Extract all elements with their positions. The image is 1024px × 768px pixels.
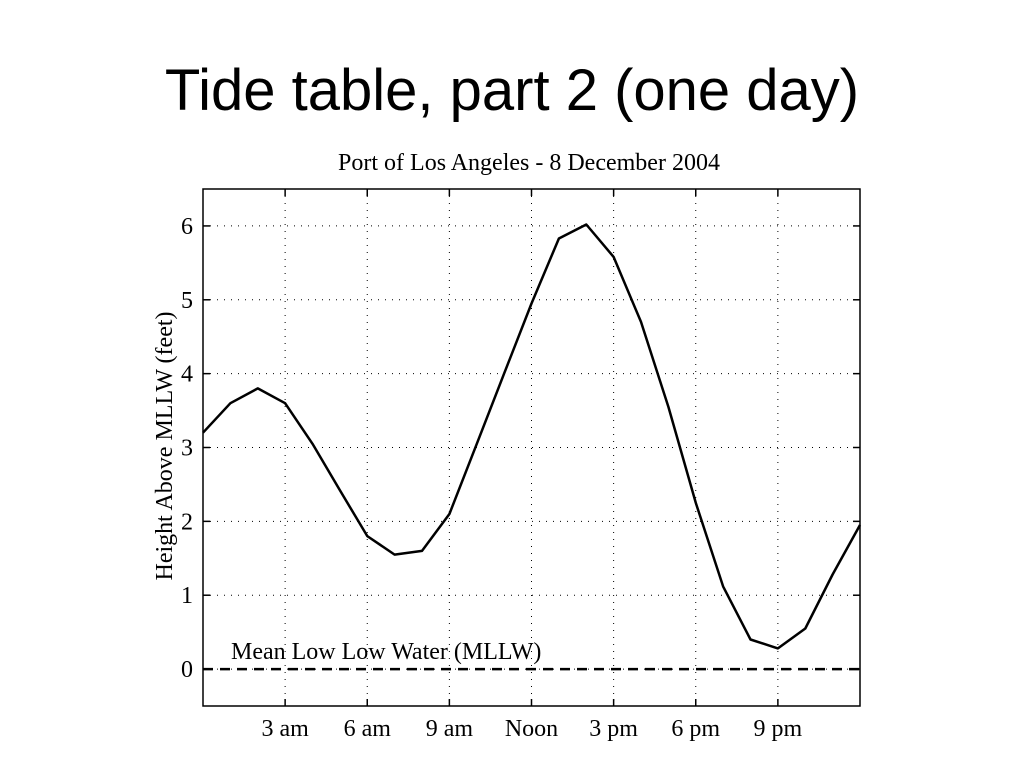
x-tick-labels: 3 am 6 am 9 am Noon 3 pm 6 pm 9 pm (261, 716, 802, 742)
y-tick-label: 5 (181, 288, 193, 314)
tide-height-line (202, 223, 862, 650)
axis-ticks (203, 189, 860, 706)
y-tick-label: 3 (181, 436, 193, 462)
mllw-reference-label: Mean Low Low Water (MLLW) (231, 639, 541, 665)
x-tick-label: 9 am (426, 716, 474, 742)
x-tick-label: 3 am (261, 716, 309, 742)
x-tick-label: Noon (505, 716, 558, 742)
x-tick-label: 3 pm (589, 716, 638, 742)
y-tick-label: 2 (181, 509, 193, 535)
x-tick-label: 6 pm (671, 716, 720, 742)
y-tick-label: 1 (181, 583, 193, 609)
x-tick-label: 6 am (344, 716, 392, 742)
y-tick-label: 6 (181, 214, 193, 240)
y-tick-label: 0 (181, 657, 193, 683)
chart-title: Port of Los Angeles - 8 December 2004 (338, 150, 720, 176)
y-axis-label: Height Above MLLW (feet) (152, 311, 178, 580)
x-tick-label: 9 pm (754, 716, 803, 742)
slide-title: Tide table, part 2 (one day) (164, 58, 860, 123)
y-tick-labels: 0 1 2 3 4 5 6 (181, 214, 193, 683)
grid-lines (203, 189, 860, 706)
y-tick-label: 4 (181, 362, 193, 388)
